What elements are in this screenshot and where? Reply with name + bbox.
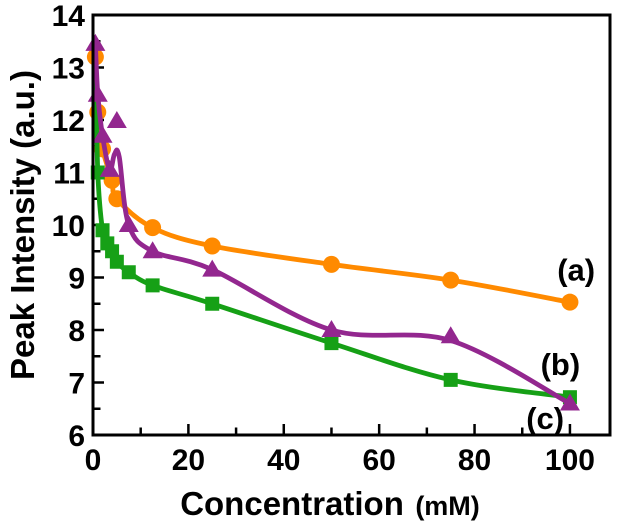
y-axis-tick-label: 10 xyxy=(52,210,85,243)
series-b xyxy=(85,33,580,411)
data-point-square xyxy=(121,265,136,280)
plot-frame xyxy=(91,13,612,437)
x-axis-tick-label: 60 xyxy=(362,444,395,477)
y-axis-tick-label: 11 xyxy=(53,158,85,191)
data-point-triangle xyxy=(92,125,113,143)
x-axis-tick-label: 40 xyxy=(267,444,300,477)
x-axis-title: Concentration (mM) xyxy=(180,485,480,522)
series-label-c: (c) xyxy=(526,401,564,436)
y-axis-tick-label: 6 xyxy=(68,420,85,453)
y-axis-tick-label: 9 xyxy=(68,263,85,296)
data-point-circle xyxy=(561,293,579,311)
data-point-triangle xyxy=(321,320,342,337)
series-label-b: (b) xyxy=(541,347,581,382)
data-point-triangle xyxy=(87,84,108,102)
data-point-square xyxy=(95,223,110,238)
data-point-square xyxy=(109,254,124,269)
axis-ticks xyxy=(91,13,572,437)
data-point-triangle xyxy=(202,259,223,277)
data-point-triangle xyxy=(559,393,580,411)
y-axis-tick-label: 13 xyxy=(52,53,85,86)
data-point-circle xyxy=(442,271,460,289)
data-point-triangle xyxy=(106,111,127,129)
series-a xyxy=(86,48,579,311)
data-point-triangle xyxy=(85,33,106,51)
data-point-triangle xyxy=(118,215,139,232)
x-axis-tick-label: 20 xyxy=(172,444,205,477)
y-axis-tick-label: 12 xyxy=(52,105,85,138)
x-axis-tick-label: 100 xyxy=(545,444,595,477)
data-point-square xyxy=(145,278,160,293)
data-point-triangle xyxy=(99,159,120,177)
x-axis-title-unit: (mM) xyxy=(415,491,479,521)
data-point-circle xyxy=(203,237,221,255)
data-point-circle xyxy=(322,255,340,273)
x-axis-tick-label: 0 xyxy=(85,444,102,477)
data-point-triangle xyxy=(142,241,163,259)
data-point-square xyxy=(443,372,458,387)
x-axis-tick-label: 80 xyxy=(458,444,491,477)
data-point-triangle xyxy=(440,326,461,344)
data-series xyxy=(85,33,580,411)
axis-tick-labels: 14 13 12 11 10 9 8 7 60 20 40 60 80 100 xyxy=(52,0,595,477)
data-point-square xyxy=(324,336,339,351)
y-axis-tick-label: 14 xyxy=(52,0,86,33)
series-label-a: (a) xyxy=(557,253,595,288)
y-axis-tick-label: 7 xyxy=(68,368,85,401)
data-point-square xyxy=(205,296,220,311)
data-point-circle xyxy=(144,219,162,237)
series-c xyxy=(90,46,577,405)
x-axis-title-main: Concentration xyxy=(180,485,404,522)
series-inline-labels: (a) (b) (c) xyxy=(526,253,595,437)
y-axis-title: Peak Intensity (a.u.) xyxy=(4,70,41,380)
y-axis-tick-label: 8 xyxy=(68,315,85,348)
